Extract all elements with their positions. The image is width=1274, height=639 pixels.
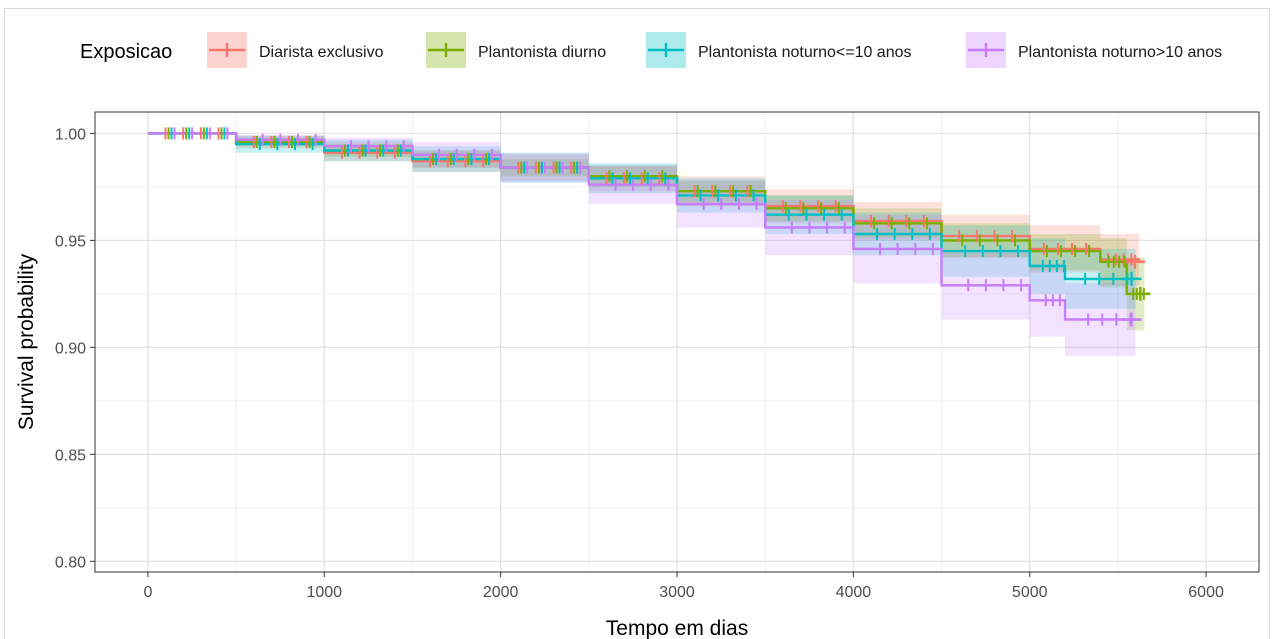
x-tick-label: 6000 (1188, 584, 1224, 601)
confidence-band-1 (147, 133, 1145, 331)
legend: Exposicao Diarista exclusivo Plantonista … (80, 32, 1222, 68)
legend-label: Plantonista noturno>10 anos (1018, 44, 1222, 61)
y-tick-label: 0.85 (55, 447, 86, 464)
x-tick-label: 1000 (306, 584, 342, 601)
grid (95, 112, 1259, 572)
legend-label: Plantonista noturno<=10 anos (698, 44, 912, 61)
legend-title: Exposicao (80, 41, 172, 63)
legend-item-2: Plantonista noturno<=10 anos (646, 32, 912, 68)
confidence-band-0 (147, 133, 1140, 288)
x-tick-label: 0 (143, 584, 152, 601)
axes: 0 1000 2000 3000 4000 5000 6000 0.80 0.85 0.90 0.9… (55, 126, 1224, 601)
y-tick-label: 0.90 (55, 340, 86, 357)
censor-marks (164, 127, 1151, 327)
legend-label: Diarista exclusivo (259, 44, 384, 61)
x-tick-label: 2000 (483, 584, 519, 601)
chart-frame (4, 8, 1270, 639)
x-axis-title: Tempo em dias (606, 617, 748, 639)
legend-label: Plantonista diurno (478, 44, 606, 61)
y-tick-label: 1.00 (55, 126, 86, 143)
legend-item-0: Diarista exclusivo (207, 32, 384, 68)
legend-item-3: Plantonista noturno>10 anos (966, 32, 1222, 68)
y-tick-label: 0.80 (55, 554, 86, 571)
legend-item-1: Plantonista diurno (426, 32, 606, 68)
survival-curve-3 (147, 132, 1136, 321)
y-tick-label: 0.95 (55, 233, 86, 250)
x-tick-label: 4000 (836, 584, 872, 601)
x-tick-label: 3000 (659, 584, 695, 601)
x-tick-label: 5000 (1012, 584, 1048, 601)
y-axis-title: Survival probability (15, 253, 38, 430)
